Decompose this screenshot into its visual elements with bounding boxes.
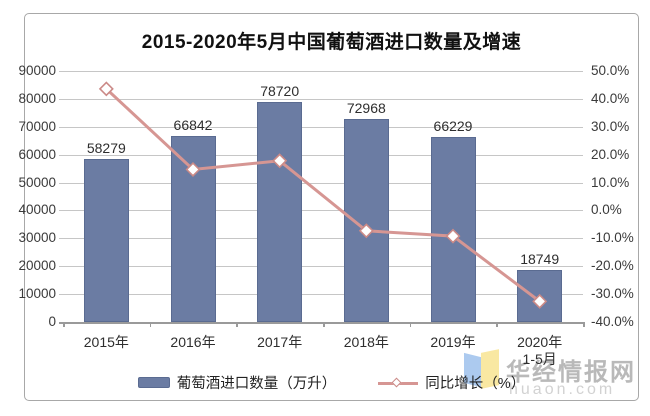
left-axis-tick-label: 50000 <box>18 174 56 190</box>
bar-value-label: 66229 <box>433 118 473 135</box>
gridline <box>59 126 583 128</box>
right-axis-tick-label: 0.0% <box>591 202 622 218</box>
watermark-brand-text: 华经情报网 <box>506 359 636 386</box>
x-axis-tick <box>149 322 152 327</box>
left-axis-tick-label: 90000 <box>18 63 56 78</box>
right-axis-tick-label: 10.0% <box>591 174 630 190</box>
watermark-domain-text: huaon.com <box>509 381 616 398</box>
x-axis-label: 2019年 <box>430 334 476 350</box>
bar <box>257 102 303 322</box>
right-axis-tick-label: 40.0% <box>591 90 630 106</box>
watermark: 华经情报网 huaon.com <box>462 348 642 404</box>
x-axis-sublabel: 1-5月 <box>522 351 557 367</box>
bar <box>430 137 476 322</box>
x-axis-tick <box>496 322 498 327</box>
gridline <box>59 182 583 184</box>
bar-value-label: 58279 <box>86 140 126 157</box>
gridline <box>59 210 583 212</box>
x-axis-tick <box>409 322 412 327</box>
gridline <box>59 98 583 100</box>
right-axis-tick-label: -40.0% <box>591 314 634 329</box>
left-axis-tick-label: 80000 <box>18 90 56 106</box>
legend-growth-label: 同比增长（%） <box>425 376 526 392</box>
x-axis-tick <box>63 322 65 327</box>
bar-value-label: 18749 <box>520 250 560 267</box>
x-axis-tick <box>323 322 325 327</box>
legend-diamond-icon <box>391 377 402 387</box>
legend-imports-label: 葡萄酒进口数量（万升） <box>176 376 337 392</box>
left-axis-tick-label: 0 <box>48 314 56 329</box>
right-axis-tick-label: 30.0% <box>591 118 630 134</box>
right-axis-tick-label: -20.0% <box>591 258 634 274</box>
bar-value-label: 72968 <box>346 99 386 116</box>
legend-item-growth: 同比增长（%） <box>378 372 525 393</box>
right-axis-tick-label: -10.0% <box>591 230 634 246</box>
left-axis-tick-label: 30000 <box>18 230 56 246</box>
gridline <box>59 238 583 240</box>
legend-line-swatch-icon <box>378 377 419 388</box>
x-axis-tick <box>236 322 238 327</box>
left-axis-tick-label: 40000 <box>18 202 56 218</box>
gridline <box>59 294 583 296</box>
bar <box>170 135 216 322</box>
bar <box>517 269 563 322</box>
bar-value-label: 66842 <box>173 116 213 133</box>
legend: 葡萄酒进口数量（万升） 同比增长（%） <box>24 372 639 393</box>
legend-item-imports: 葡萄酒进口数量（万升） <box>137 372 337 393</box>
bar <box>83 159 129 322</box>
chart-title: 2015-2020年5月中国葡萄酒进口数量及增速 <box>141 32 522 53</box>
x-axis-label: 2016年 <box>170 334 216 350</box>
line-point-marker-icon <box>98 81 114 97</box>
bar <box>343 118 389 322</box>
left-axis-tick-label: 60000 <box>18 146 56 162</box>
right-axis-tick-label: 20.0% <box>591 146 630 162</box>
left-axis-tick-label: 20000 <box>18 258 56 274</box>
x-axis-label: 2017年 <box>257 334 303 350</box>
x-axis-tick <box>583 322 585 327</box>
bar-value-label: 78720 <box>260 83 300 100</box>
x-axis-label: 2020年 <box>517 334 563 350</box>
right-axis-tick-label: -30.0% <box>591 286 634 302</box>
right-axis-tick-label: 50.0% <box>591 63 630 78</box>
left-axis-tick-label: 70000 <box>18 118 56 134</box>
x-axis-label: 2018年 <box>343 334 389 350</box>
x-axis-line <box>59 322 583 324</box>
x-axis-label: 2015年 <box>83 334 129 350</box>
legend-bar-swatch-icon <box>137 377 170 388</box>
gridline <box>59 71 583 72</box>
left-axis-tick-label: 10000 <box>18 286 56 302</box>
